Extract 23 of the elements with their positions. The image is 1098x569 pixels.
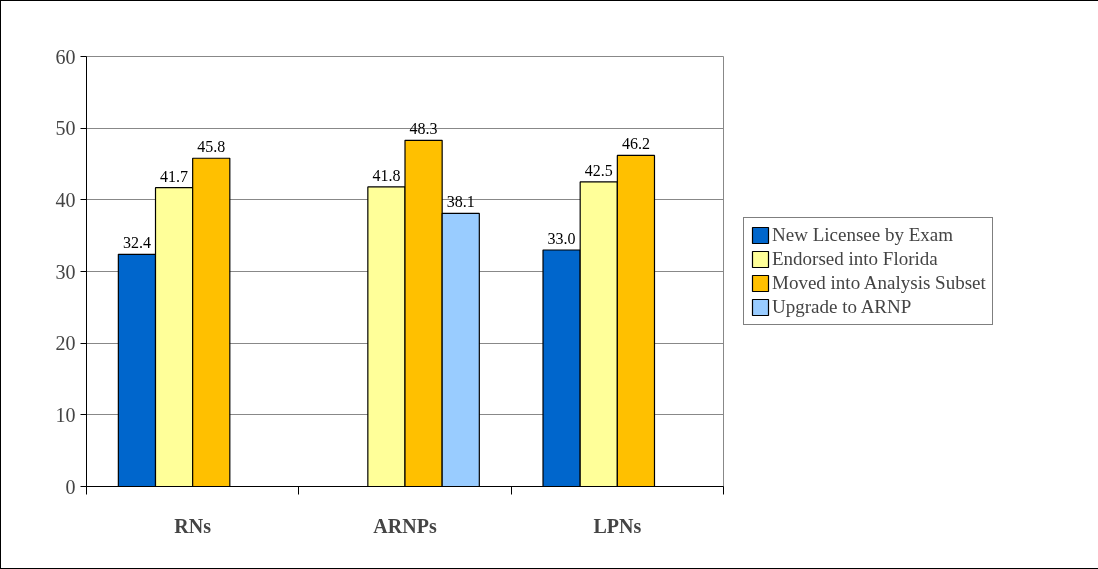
x-tick-label: LPNs	[593, 514, 642, 537]
legend-label: Upgrade to ARNP	[772, 296, 912, 318]
data-label: 46.2	[621, 135, 650, 153]
legend-label: Endorsed into Florida	[772, 248, 938, 270]
data-label: 41.7	[160, 167, 189, 185]
data-label: 41.8	[372, 166, 401, 184]
y-tick-label: 50	[55, 117, 76, 140]
data-label: 33.0	[547, 230, 576, 247]
data-label: 32.4	[122, 234, 151, 252]
y-tick-label: 0	[65, 475, 76, 498]
x-tick-label: RNs	[174, 514, 212, 537]
y-tick-label: 60	[55, 45, 76, 68]
legend-label: New Licensee by Exam	[772, 224, 953, 246]
data-label: 42.5	[584, 161, 613, 179]
legend-label: Moved into Analysis Subset	[772, 272, 986, 294]
y-tick-label: 10	[55, 403, 76, 426]
y-tick-label: 40	[55, 188, 76, 211]
y-tick-label: 30	[55, 260, 76, 283]
y-tick-label: 20	[55, 332, 76, 355]
data-label: 45.8	[197, 138, 226, 156]
data-label: 38.1	[446, 193, 475, 211]
x-tick-label: ARNPs	[373, 514, 437, 537]
data-label: 48.3	[409, 120, 438, 138]
